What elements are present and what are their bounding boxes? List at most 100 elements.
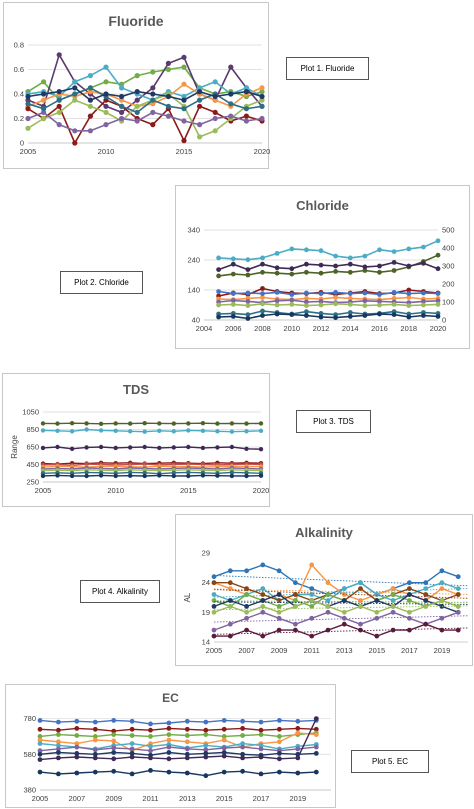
data-point — [203, 773, 209, 779]
data-point — [230, 314, 236, 319]
series-line — [39, 746, 317, 752]
data-point — [55, 428, 60, 433]
data-point — [309, 604, 315, 609]
tds-chart: TDS 250 450 650 850 1050 2005 2010 2015 2020 Rang… — [2, 373, 270, 507]
series-line — [42, 463, 262, 467]
data-point — [216, 255, 221, 261]
data-point — [211, 574, 217, 580]
series-line — [218, 240, 439, 261]
data-point — [390, 627, 396, 633]
y-axis-label: AL — [183, 592, 192, 602]
data-point — [197, 97, 203, 103]
series-line — [27, 83, 263, 108]
series-line — [39, 769, 317, 777]
data-point — [289, 271, 295, 277]
data-point — [37, 737, 43, 743]
y-tick-label: 0.2 — [14, 114, 24, 123]
data-point — [40, 421, 46, 426]
data-point — [200, 473, 206, 478]
data-point — [74, 733, 80, 738]
data-point — [37, 734, 43, 739]
data-point — [377, 292, 382, 297]
data-point — [260, 291, 265, 296]
data-point — [377, 269, 382, 275]
data-point — [148, 734, 153, 739]
data-point — [165, 66, 171, 73]
data-point — [25, 106, 31, 112]
data-point — [421, 302, 426, 308]
data-point — [325, 580, 331, 586]
data-point — [212, 115, 218, 122]
data-point — [184, 770, 190, 776]
data-point — [244, 609, 249, 615]
y-tick-label: 1050 — [22, 408, 39, 417]
data-point — [277, 734, 282, 739]
data-point — [111, 718, 117, 723]
data-point — [377, 263, 382, 269]
data-point — [245, 257, 251, 263]
data-point — [423, 621, 429, 627]
data-point — [166, 726, 172, 731]
data-point — [134, 118, 140, 124]
data-point — [258, 771, 264, 777]
data-point — [347, 291, 353, 296]
series-line — [39, 727, 317, 732]
data-point — [390, 592, 396, 597]
y-tick-label: 340 — [187, 226, 200, 235]
data-point — [215, 473, 220, 478]
data-point — [72, 79, 78, 85]
data-point — [157, 428, 162, 433]
data-point — [260, 269, 265, 275]
data-point — [362, 264, 368, 270]
data-point — [358, 604, 363, 609]
data-point — [55, 444, 60, 450]
data-point — [111, 728, 117, 734]
trend-line — [213, 615, 469, 623]
data-point — [227, 633, 233, 639]
data-point — [184, 746, 190, 752]
data-point — [128, 473, 133, 478]
data-point — [276, 604, 282, 609]
data-point — [362, 298, 368, 304]
data-point — [259, 85, 265, 91]
data-point — [56, 739, 61, 745]
data-point — [111, 738, 117, 744]
data-point — [203, 732, 209, 737]
data-point — [181, 81, 187, 87]
data-point — [150, 122, 156, 128]
series-line — [27, 111, 263, 132]
tds-plot: 250 450 650 850 1050 2005 2010 2015 2020 Range — [10, 408, 269, 496]
data-point — [325, 609, 331, 615]
data-point — [92, 734, 98, 739]
data-point — [407, 609, 412, 615]
data-point — [318, 262, 324, 268]
data-point — [240, 751, 246, 757]
data-point — [148, 727, 153, 733]
series-line — [42, 467, 262, 470]
data-point — [56, 122, 62, 128]
data-point — [260, 255, 265, 261]
y-tick-label: 19 — [202, 608, 210, 617]
data-point — [423, 592, 429, 597]
data-point — [260, 562, 266, 568]
data-point — [295, 770, 301, 776]
data-point — [274, 311, 280, 317]
data-point — [391, 268, 397, 273]
x-tick-label: 2007 — [68, 794, 85, 803]
x-tick-label: 2007 — [238, 646, 255, 655]
data-point — [259, 97, 265, 103]
data-point — [421, 260, 426, 266]
plot-caption-fluoride: Plot 1. Fluoride — [286, 57, 369, 80]
data-point — [200, 445, 206, 451]
data-point — [200, 428, 206, 433]
data-point — [74, 718, 80, 724]
y2-tick-label: 200 — [442, 280, 455, 289]
data-point — [407, 615, 412, 621]
data-point — [87, 103, 93, 109]
data-point — [221, 745, 227, 751]
data-point — [84, 427, 89, 432]
data-point — [325, 604, 331, 609]
data-point — [119, 109, 125, 115]
series-line — [213, 593, 459, 613]
data-point — [245, 316, 251, 321]
